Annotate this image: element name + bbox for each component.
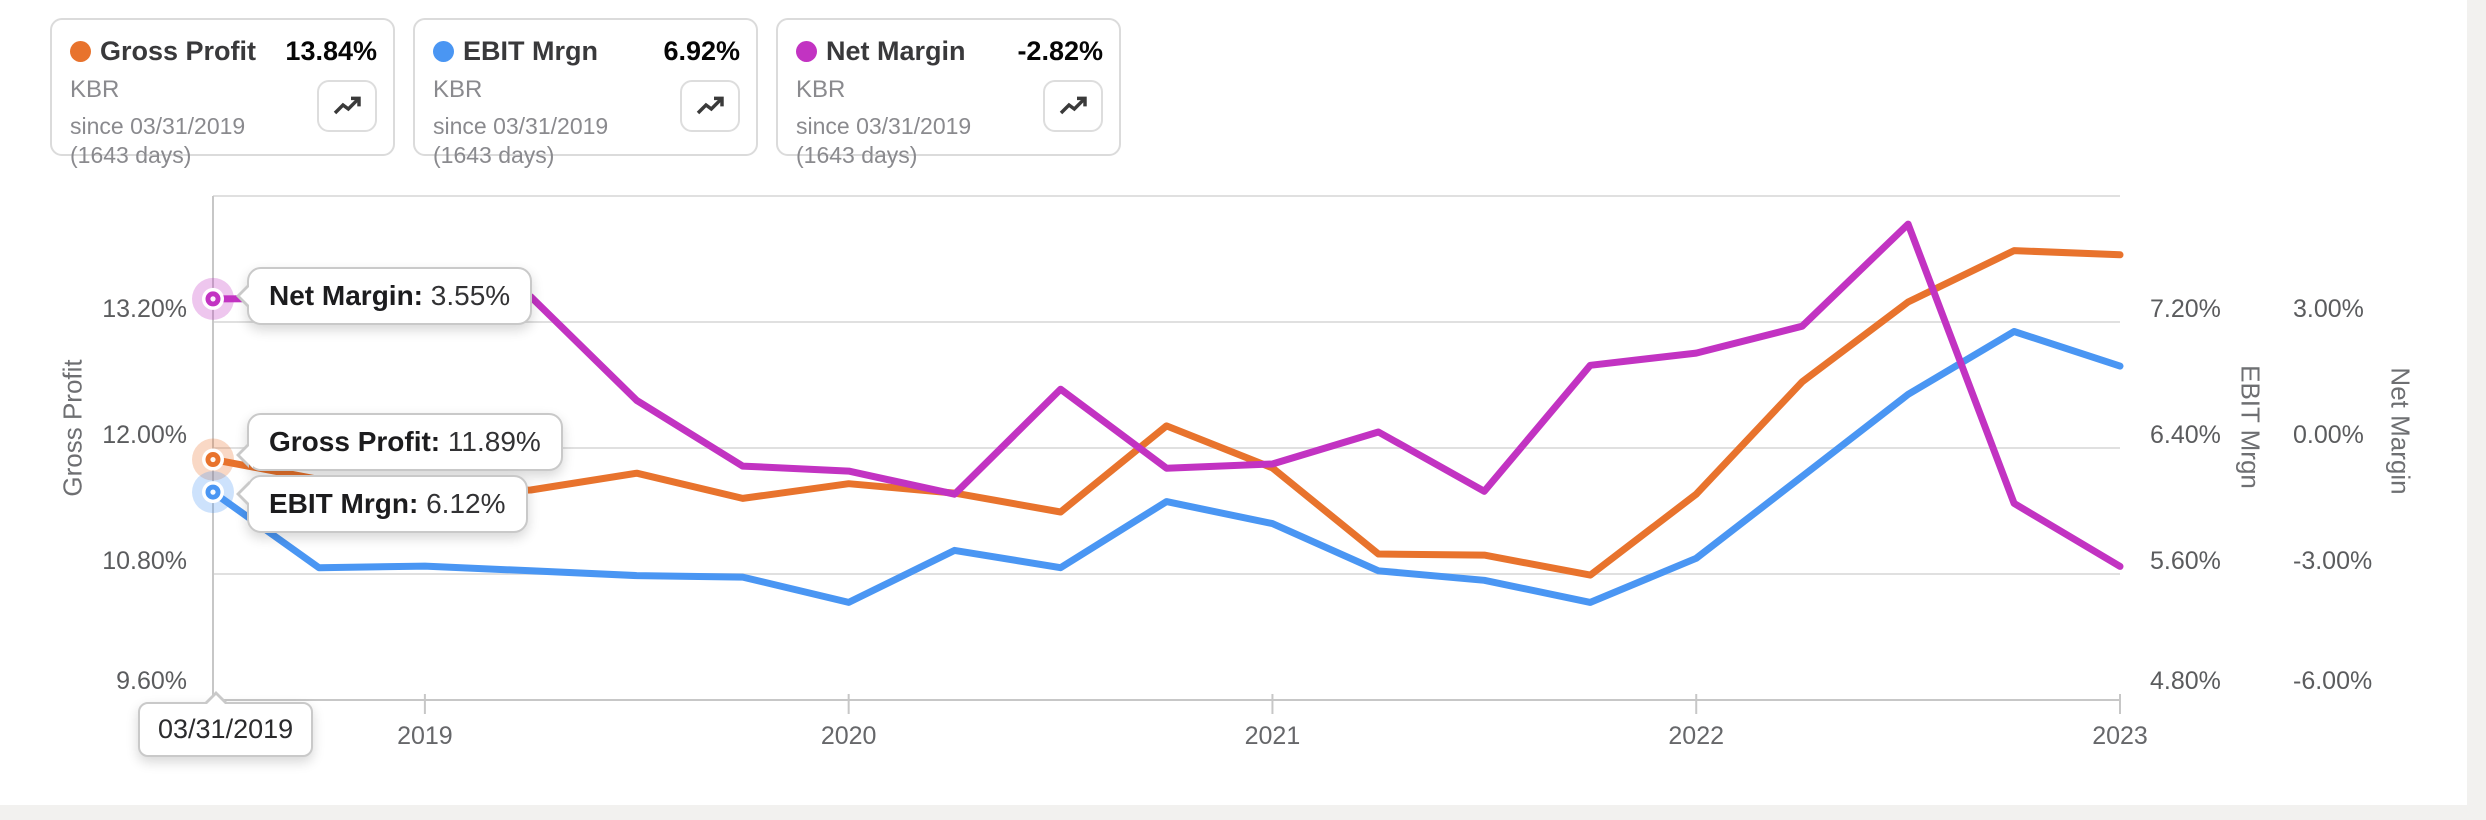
card-since: since 03/31/2019 (1643 days): [433, 112, 608, 171]
card-days-line: (1643 days): [433, 142, 555, 169]
tooltip-label: Net Margin:: [269, 280, 423, 311]
y-tick-label-ebit: 6.40%: [2150, 421, 2221, 449]
card-title: EBIT Mrgn: [463, 36, 598, 66]
y-tick-label-net-margin: -6.00%: [2293, 667, 2373, 695]
tooltip-value: 3.55%: [430, 280, 511, 311]
card-since: since 03/31/2019 (1643 days): [70, 112, 245, 171]
page-scroll-gutter: [2467, 0, 2486, 820]
card-since: since 03/31/2019 (1643 days): [796, 112, 971, 171]
highlight-marker: [210, 489, 216, 495]
card-header: EBIT Mrgn 6.92%: [433, 36, 740, 67]
y-tick-label-gross-profit: 13.20%: [102, 295, 187, 323]
card-ticker: KBR: [70, 76, 120, 103]
tooltip-date: 03/31/2019: [138, 691, 314, 757]
card-value: -2.82%: [1017, 36, 1103, 66]
tooltip-value: 11.89%: [447, 426, 541, 457]
highlight-marker: [210, 296, 216, 302]
y-tick-label-ebit: 5.60%: [2150, 547, 2221, 575]
y-tick-label-gross-profit: 12.00%: [102, 421, 187, 449]
x-tick-label-year: 2019: [397, 722, 453, 750]
y-axis-title-ebit-margin: EBIT Mrgn: [2235, 365, 2266, 489]
y-tick-label-net-margin: 0.00%: [2293, 421, 2364, 449]
y-tick-label-net-margin: 3.00%: [2293, 295, 2364, 323]
trend-chart-button[interactable]: [680, 80, 740, 132]
card-title: Net Margin: [826, 36, 966, 66]
trend-chart-button[interactable]: [1043, 80, 1103, 132]
tooltip-label: Gross Profit:: [269, 426, 441, 457]
card-value: 13.84%: [285, 36, 377, 66]
y-tick-label-ebit: 7.20%: [2150, 295, 2221, 323]
card-ticker: KBR: [433, 76, 483, 103]
card-days-line: (1643 days): [796, 142, 918, 169]
card-header: Net Margin -2.82%: [796, 36, 1103, 67]
series-color-dot-icon: [796, 41, 817, 62]
trend-chart-button[interactable]: [317, 80, 377, 132]
legend-card-net-margin[interactable]: Net Margin -2.82% KBR since 03/31/2019 (…: [776, 18, 1121, 168]
highlight-marker: [210, 456, 216, 463]
series-line-ebit-mrgn[interactable]: [209, 328, 2124, 606]
tooltip-label: EBIT Mrgn:: [269, 488, 419, 519]
x-tick-label-year: 2020: [820, 722, 877, 750]
card-value: 6.92%: [663, 36, 740, 66]
card-days-line: (1643 days): [70, 142, 192, 169]
page-bottom-bar: [0, 805, 2486, 820]
tooltip-value: 6.12%: [426, 488, 506, 519]
y-tick-label-gross-profit: 9.60%: [116, 667, 187, 695]
card-title: Gross Profit: [100, 36, 257, 66]
trend-up-icon: [1055, 89, 1091, 124]
trend-up-icon: [329, 89, 365, 124]
card-since-line: since 03/31/2019: [70, 113, 246, 139]
card-header: Gross Profit 13.84%: [70, 36, 377, 67]
tooltip-gross-profit: Gross Profit: 11.89%: [247, 413, 563, 471]
y-tick-label-net-margin: -3.00%: [2293, 547, 2373, 575]
tooltip-ebit-margin: EBIT Mrgn: 6.12%: [247, 475, 528, 533]
legend-card-gross-profit[interactable]: Gross Profit 13.84% KBR since 03/31/2019…: [50, 18, 395, 168]
card-since-line: since 03/31/2019: [796, 113, 972, 139]
x-tick-label-year: 2022: [1668, 722, 1725, 750]
y-axis-title-net-margin: Net Margin: [2385, 367, 2416, 495]
card-since-line: since 03/31/2019: [433, 113, 609, 139]
tooltip-date-value: 03/31/2019: [158, 714, 294, 744]
trend-up-icon: [692, 89, 728, 124]
y-tick-label-gross-profit: 10.80%: [102, 547, 187, 575]
series-line-gross-profit[interactable]: [209, 247, 2124, 579]
x-tick-label-year: 2021: [1244, 722, 1301, 750]
card-ticker: KBR: [796, 76, 846, 103]
y-tick-label-ebit: 4.80%: [2150, 667, 2221, 695]
series-color-dot-icon: [433, 41, 454, 62]
tooltip-net-margin: Net Margin: 3.55%: [247, 267, 533, 325]
legend-card-ebit-margin[interactable]: EBIT Mrgn 6.92% KBR since 03/31/2019 (16…: [413, 18, 758, 168]
series-color-dot-icon: [70, 41, 91, 62]
x-tick-label-year: 2023: [2092, 722, 2148, 750]
